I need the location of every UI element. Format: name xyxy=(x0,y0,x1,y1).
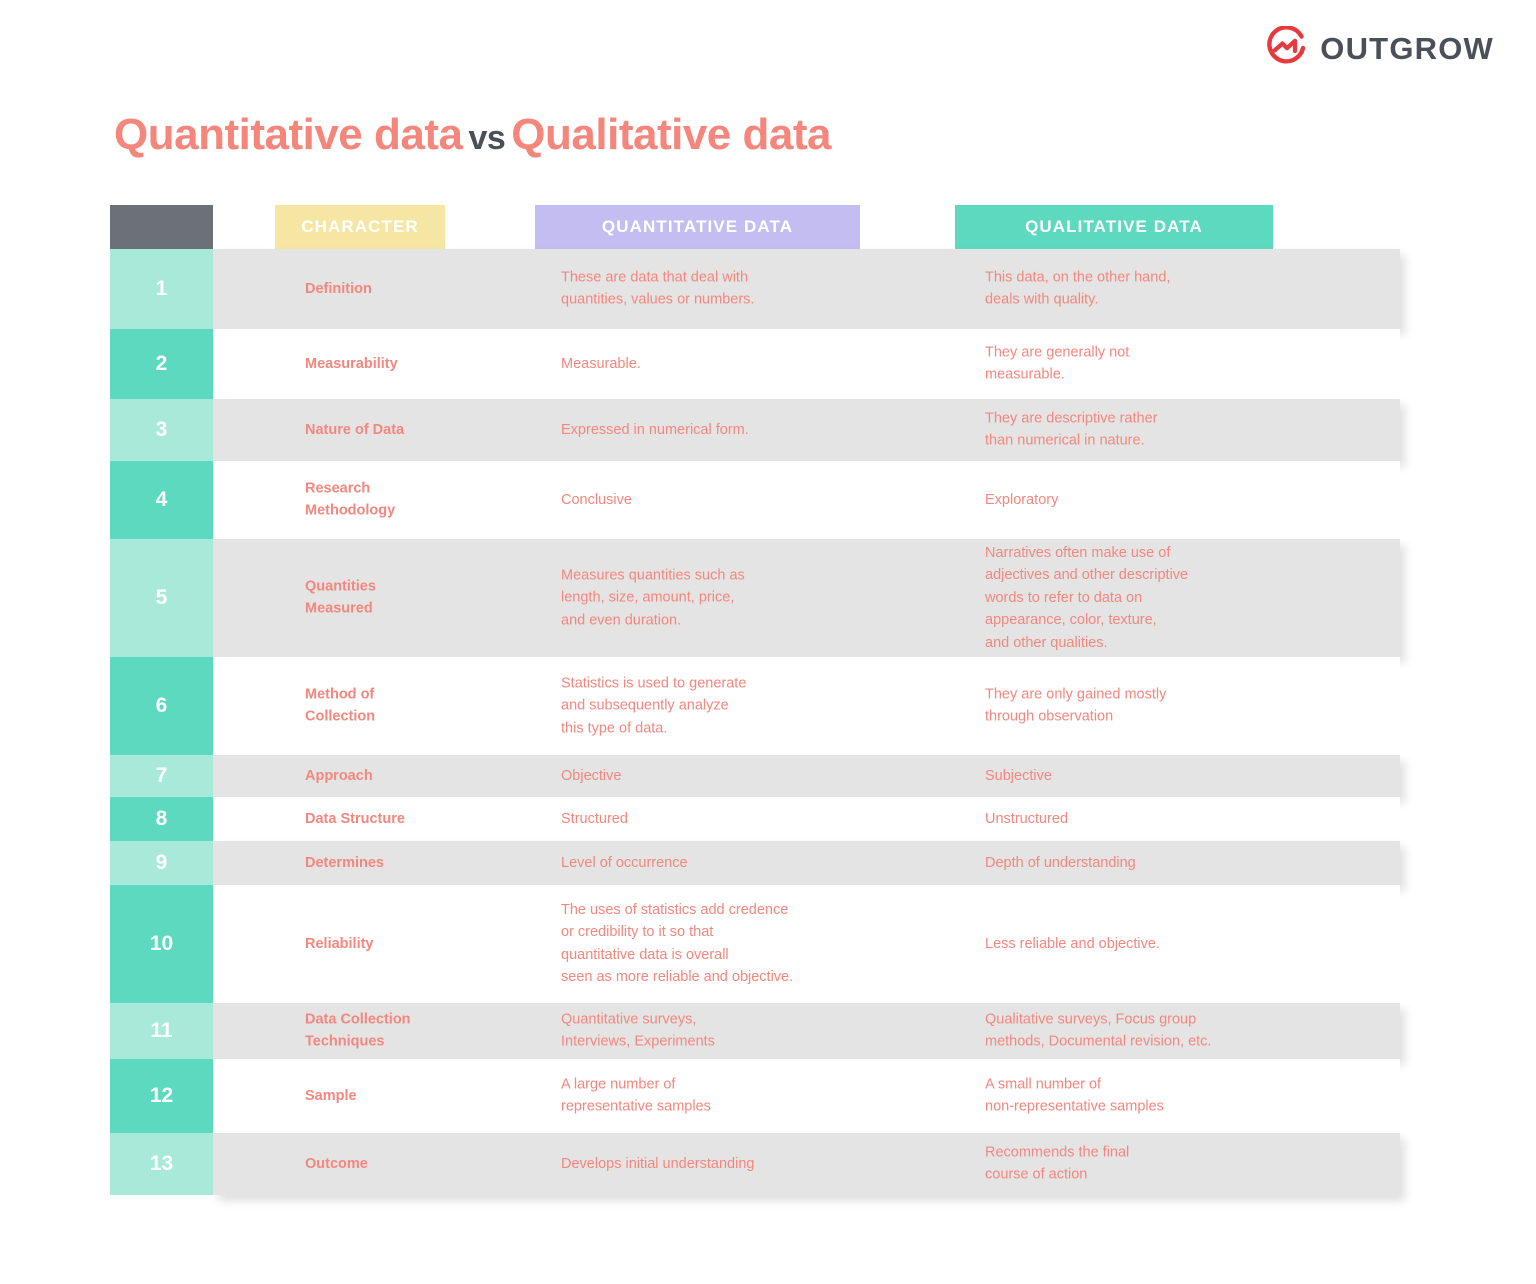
row-number: 4 xyxy=(110,461,213,539)
row-number: 2 xyxy=(110,329,213,399)
cell-quantitative: Expressed in numerical form. xyxy=(561,421,749,438)
cell-qualitative: Recommends the final course of action xyxy=(985,1144,1130,1183)
cell-qualitative: Qualitative surveys, Focus group methods… xyxy=(985,1011,1212,1050)
table-header-row: CHARACTER QUANTITATIVE DATA QUALITATIVE … xyxy=(110,205,1400,249)
cell-qualitative: They are only gained mostly through obse… xyxy=(985,686,1167,725)
row-band: Reliability The uses of statistics add cr… xyxy=(213,885,1400,1003)
cell-character: Reliability xyxy=(305,935,374,952)
cell-character: Determines xyxy=(305,854,384,871)
header-index xyxy=(110,205,213,249)
cell-quantitative: These are data that deal with quantities… xyxy=(561,269,755,308)
cell-qualitative: Less reliable and objective. xyxy=(985,935,1160,952)
cell-quantitative: Objective xyxy=(561,767,622,784)
cell-character: Sample xyxy=(305,1087,357,1104)
row-band: Nature of Data Expressed in numerical for… xyxy=(213,399,1400,461)
cell-character: Data Structure xyxy=(305,810,405,827)
cell-qualitative: Exploratory xyxy=(985,491,1059,508)
cell-quantitative: Develops initial understanding xyxy=(561,1155,755,1172)
cell-qualitative: Depth of understanding xyxy=(985,854,1136,871)
brand-name: OUTGROW xyxy=(1320,30,1494,66)
table-row: 6 Method of Collection Statistics is used … xyxy=(110,657,1400,755)
table-row: 11 Data Collection Techniques Quantitative… xyxy=(110,1003,1400,1059)
row-number: 10 xyxy=(110,885,213,1003)
table-row: 9 Determines Level of occurrence Depth of u… xyxy=(110,841,1400,885)
row-number: 11 xyxy=(110,1003,213,1059)
cell-qualitative: Narratives often make use of adjectives … xyxy=(985,544,1189,651)
header-character: CHARACTER xyxy=(275,205,445,249)
cell-character: Outcome xyxy=(305,1155,368,1172)
cell-character: Measurability xyxy=(305,355,398,372)
cell-quantitative: Measurable. xyxy=(561,355,641,372)
table-row: 7 Approach Objective Subjective xyxy=(110,755,1400,797)
cell-qualitative: They are descriptive rather than numeric… xyxy=(985,410,1158,449)
table-row: 8 Data Structure Structured Unstructured xyxy=(110,797,1400,841)
row-band: Quantities Measured Measures quantities s… xyxy=(213,539,1400,657)
row-band: Data Structure Structured Unstructured xyxy=(213,797,1400,841)
cell-character: Nature of Data xyxy=(305,421,405,438)
cell-qualitative: This data, on the other hand, deals with… xyxy=(985,269,1171,308)
cell-quantitative: Structured xyxy=(561,810,628,827)
row-number: 13 xyxy=(110,1133,213,1195)
cell-qualitative: Unstructured xyxy=(985,810,1069,827)
cell-character: Data Collection Techniques xyxy=(305,1011,411,1050)
row-band: Definition These are data that deal with … xyxy=(213,249,1400,329)
table-row: 3 Nature of Data Expressed in numerical fo… xyxy=(110,399,1400,461)
row-band: Determines Level of occurrence Depth of un… xyxy=(213,841,1400,885)
table-row: 1 Definition These are data that deal with… xyxy=(110,249,1400,329)
row-band: Outcome Develops initial understanding Rec… xyxy=(213,1133,1400,1195)
cell-character: Definition xyxy=(305,280,372,297)
row-band: Research Methodology Conclusive Explorator… xyxy=(213,461,1400,539)
cell-character: Research Methodology xyxy=(305,480,396,519)
outgrow-circle-logo-icon xyxy=(1264,25,1308,70)
table-row: 10 Reliability The uses of statistics add … xyxy=(110,885,1400,1003)
row-number: 7 xyxy=(110,755,213,797)
page-title: Quantitative data vs Qualitative data xyxy=(114,111,831,159)
cell-quantitative: Statistics is used to generate and subse… xyxy=(561,675,747,737)
cell-qualitative: A small number of non-representative sam… xyxy=(985,1076,1164,1115)
row-band: Method of Collection Statistics is used t… xyxy=(213,657,1400,755)
cell-quantitative: Quantitative surveys, Interviews, Experi… xyxy=(561,1011,715,1050)
table-row: 12 Sample A large number of representative… xyxy=(110,1059,1400,1133)
row-number: 6 xyxy=(110,657,213,755)
row-number: 3 xyxy=(110,399,213,461)
brand-logo: OUTGROW xyxy=(1264,25,1494,70)
cell-quantitative: Level of occurrence xyxy=(561,854,688,871)
row-number: 9 xyxy=(110,841,213,885)
table-body: 1 Definition These are data that deal with… xyxy=(110,249,1400,1195)
cell-quantitative: Measures quantities such as length, size… xyxy=(561,567,745,629)
cell-character: Approach xyxy=(305,767,373,784)
table-row: 4 Research Methodology Conclusive Explorato… xyxy=(110,461,1400,539)
cell-qualitative: Subjective xyxy=(985,767,1052,784)
cell-character: Method of Collection xyxy=(305,686,376,725)
cell-qualitative: They are generally not measurable. xyxy=(985,344,1130,383)
cell-quantitative: Conclusive xyxy=(561,491,632,508)
row-band: Sample A large number of representative s… xyxy=(213,1059,1400,1133)
table-row: 2 Measurability Measurable. They are genera… xyxy=(110,329,1400,399)
title-part-qualitative: Qualitative data xyxy=(511,110,831,160)
cell-quantitative: The uses of statistics add credence or c… xyxy=(561,902,794,986)
row-band: Data Collection Techniques Quantitative s… xyxy=(213,1003,1400,1059)
row-band: Measurability Measurable. They are general… xyxy=(213,329,1400,399)
title-part-quantitative: Quantitative data xyxy=(114,110,463,160)
comparison-table: CHARACTER QUANTITATIVE DATA QUALITATIVE … xyxy=(110,205,1400,1195)
title-connector: vs xyxy=(468,119,506,158)
row-number: 12 xyxy=(110,1059,213,1133)
header-qualitative: QUALITATIVE DATA xyxy=(955,205,1273,249)
table-row: 5 Quantities Measured Measures quantities … xyxy=(110,539,1400,657)
header-quantitative: QUANTITATIVE DATA xyxy=(535,205,860,249)
table-row: 13 Outcome Develops initial understanding R… xyxy=(110,1133,1400,1195)
row-number: 1 xyxy=(110,249,213,329)
cell-quantitative: A large number of representative samples xyxy=(561,1076,711,1115)
cell-character: Quantities Measured xyxy=(305,578,376,617)
row-number: 8 xyxy=(110,797,213,841)
row-number: 5 xyxy=(110,539,213,657)
row-band: Approach Objective Subjective xyxy=(213,755,1400,797)
